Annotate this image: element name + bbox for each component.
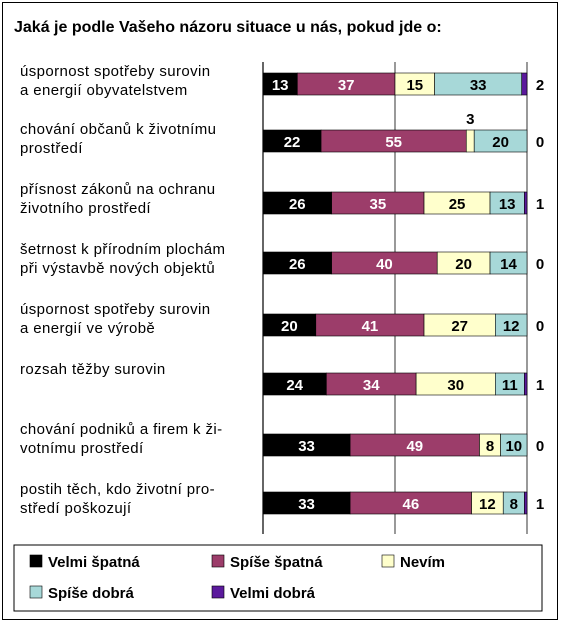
data-label: 11 xyxy=(502,377,518,394)
category-label: votnímu prostředí xyxy=(20,440,144,457)
category-label: chování podniků a firem k ži- xyxy=(20,421,223,438)
category-label: postih těch, kdo životní pro- xyxy=(20,481,215,498)
category-label: úspornost spotřeby surovin xyxy=(20,301,211,318)
legend-label: Spíše špatná xyxy=(230,554,323,571)
legend-item: Velmi dobrá xyxy=(211,585,316,602)
data-label: 13 xyxy=(499,196,516,213)
legend-label: Velmi špatná xyxy=(48,554,140,571)
data-label: 20 xyxy=(281,318,298,335)
bar-row: 13 37 15 33 2 xyxy=(262,72,544,96)
data-label: 2 xyxy=(536,77,544,94)
data-label: 1 xyxy=(536,377,544,394)
legend: Velmi špatná Spíše špatná Nevím Spíše dobrá… xyxy=(13,544,543,612)
data-label: 24 xyxy=(286,377,303,394)
category-label: chování občanů k životnímu xyxy=(20,121,216,138)
bar-row: 26 35 25 13 1 xyxy=(262,191,544,215)
data-label: 25 xyxy=(449,196,466,213)
bar-segment xyxy=(524,372,528,396)
category-label: a energií ve výrobě xyxy=(20,320,155,337)
data-label: 0 xyxy=(536,134,544,151)
chart-title: Jaká je podle Vašeho názoru situace u ná… xyxy=(14,19,442,36)
data-label: 1 xyxy=(536,196,544,213)
data-label: 33 xyxy=(470,77,487,94)
bar-row: 22 55 3 20 0 xyxy=(262,111,544,153)
data-label: 22 xyxy=(284,134,301,151)
legend-item: Nevím xyxy=(381,554,445,571)
legend-item: Spíše dobrá xyxy=(29,585,135,602)
data-label: 15 xyxy=(406,77,423,94)
data-label: 10 xyxy=(505,438,522,455)
bar-row: 33 46 12 8 1 xyxy=(262,491,544,515)
bar-segment xyxy=(473,129,528,153)
data-label: 8 xyxy=(510,496,518,513)
data-label: 12 xyxy=(503,318,520,335)
bar-row: 33 49 8 10 0 xyxy=(262,433,544,457)
legend-item: Spíše špatná xyxy=(211,554,323,571)
category-label: prostředí xyxy=(20,140,83,157)
bar-segment xyxy=(524,491,528,515)
category-label: rozsah těžby surovin xyxy=(20,361,166,378)
bar-segment xyxy=(524,191,528,215)
data-label: 34 xyxy=(363,377,380,394)
bar-row: 26 40 20 14 0 xyxy=(262,251,544,275)
data-label: 30 xyxy=(447,377,464,394)
data-label: 1 xyxy=(536,496,544,513)
bar-row: 24 34 30 11 1 xyxy=(262,372,544,396)
bar-row: 20 41 27 12 0 xyxy=(262,313,544,337)
category-label: šetrnost k přírodním plochám xyxy=(20,241,225,258)
category-labels: úspornost spotřeby surovin a energií obyv… xyxy=(20,63,225,517)
legend-swatch xyxy=(29,554,43,568)
legend-label: Spíše dobrá xyxy=(48,585,135,602)
data-label: 49 xyxy=(406,438,423,455)
bar-segment xyxy=(521,72,528,96)
data-label: 46 xyxy=(402,496,419,513)
data-label: 14 xyxy=(500,256,517,273)
category-label: úspornost spotřeby surovin xyxy=(20,63,211,80)
bar-segment xyxy=(489,251,528,275)
category-label: a energií obyvatelstvem xyxy=(20,82,188,99)
legend-label: Nevím xyxy=(400,554,445,571)
data-label: 0 xyxy=(536,256,544,273)
data-label: 26 xyxy=(289,196,306,213)
chart-frame xyxy=(2,2,558,620)
category-label: středí poškozují xyxy=(20,500,132,517)
data-label: 0 xyxy=(536,438,544,455)
data-label: 3 xyxy=(466,111,474,128)
legend-swatch xyxy=(381,554,395,568)
data-label: 40 xyxy=(376,256,393,273)
legend-swatch xyxy=(211,554,225,568)
data-label: 13 xyxy=(272,77,289,94)
legend-swatch xyxy=(29,585,43,599)
data-label: 20 xyxy=(492,134,509,151)
data-label: 33 xyxy=(298,496,315,513)
bar-segment xyxy=(495,313,528,337)
data-label: 27 xyxy=(451,318,468,335)
legend-swatch xyxy=(211,585,225,599)
data-label: 41 xyxy=(362,318,379,335)
category-label: při výstavbě nových objektů xyxy=(20,260,215,277)
legend-item: Velmi špatná xyxy=(29,554,140,571)
data-label: 8 xyxy=(486,438,494,455)
legend-label: Velmi dobrá xyxy=(230,585,316,602)
legend-box xyxy=(13,544,543,612)
data-label: 26 xyxy=(289,256,306,273)
data-label: 12 xyxy=(479,496,496,513)
data-label: 33 xyxy=(298,438,315,455)
data-label: 0 xyxy=(536,318,544,335)
category-label: životního prostředí xyxy=(20,200,151,217)
data-label: 37 xyxy=(338,77,355,94)
bar-segment xyxy=(465,129,475,153)
data-label: 20 xyxy=(455,256,472,273)
data-label: 55 xyxy=(385,134,402,151)
category-label: přísnost zákonů na ochranu xyxy=(20,181,216,198)
bar-segment xyxy=(500,433,528,457)
data-label: 35 xyxy=(369,196,386,213)
